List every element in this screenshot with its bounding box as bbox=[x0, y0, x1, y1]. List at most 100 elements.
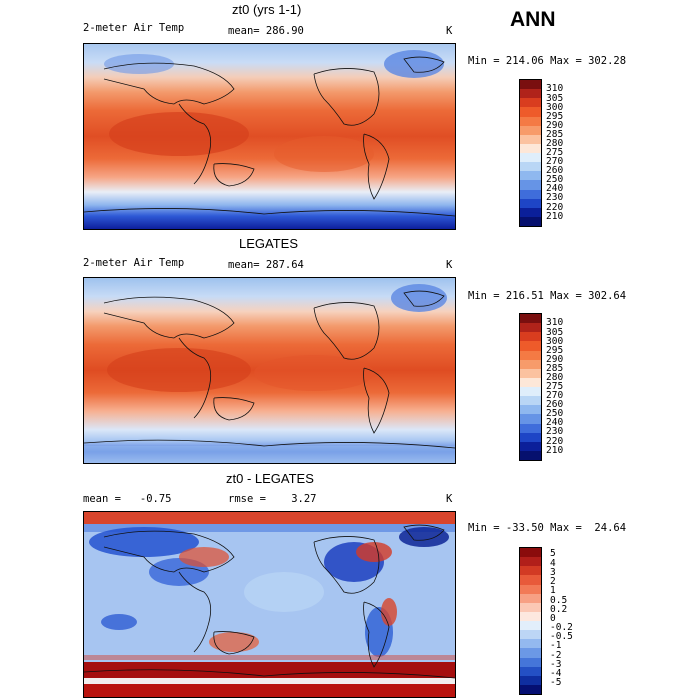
panel-1-cb-label: 210 bbox=[546, 211, 564, 222]
panel-1-cb-label: 280 bbox=[546, 138, 564, 149]
panel-1-cb-label: 260 bbox=[546, 165, 564, 176]
colorbar-swatch bbox=[520, 125, 541, 135]
panel-2-cb-label: 290 bbox=[546, 354, 564, 365]
colorbar-swatch bbox=[520, 450, 541, 460]
panel-3-cb-label: 0 bbox=[550, 613, 556, 624]
colorbar-swatch bbox=[520, 107, 541, 117]
colorbar-swatch bbox=[520, 153, 541, 163]
panel-3-cb-label: 0.2 bbox=[550, 604, 568, 615]
panel-3-rmse-label: rmse = 3.27 bbox=[228, 493, 317, 505]
colorbar-swatch bbox=[520, 405, 541, 415]
colorbar-swatch bbox=[520, 441, 541, 451]
panel-3-cb-label: -3 bbox=[550, 659, 562, 670]
colorbar-swatch bbox=[520, 134, 541, 144]
colorbar-swatch bbox=[520, 396, 541, 406]
panel-1-mean-label: mean= 286.90 bbox=[228, 25, 304, 37]
colorbar-swatch bbox=[520, 116, 541, 126]
panel-2-cb-label: 260 bbox=[546, 399, 564, 410]
panel-3-units-label: K bbox=[446, 493, 453, 505]
panel-2-cb-label: 285 bbox=[546, 363, 564, 374]
panel-1-minmax-label: Min = 214.06 Max = 302.28 bbox=[468, 55, 627, 67]
panel-1-cb-label: 240 bbox=[546, 183, 564, 194]
colorbar-swatch bbox=[520, 566, 541, 576]
panel-3-cb-label: 5 bbox=[550, 548, 556, 559]
colorbar-swatch bbox=[520, 198, 541, 208]
colorbar-swatch bbox=[520, 593, 541, 603]
colorbar-swatch bbox=[520, 314, 541, 324]
colorbar-swatch bbox=[520, 180, 541, 190]
colorbar-swatch bbox=[520, 207, 541, 217]
panel-1-cb-label: 300 bbox=[546, 102, 564, 113]
colorbar-swatch bbox=[520, 323, 541, 333]
panel-1-cb-label: 275 bbox=[546, 147, 564, 158]
panel-3-cb-label: 1 bbox=[550, 585, 556, 596]
colorbar-swatch bbox=[520, 423, 541, 433]
colorbar-swatch bbox=[520, 630, 541, 640]
colorbar-swatch bbox=[520, 98, 541, 108]
panel-3-colorbar bbox=[519, 547, 542, 695]
panel-1-cb-label: 290 bbox=[546, 120, 564, 131]
panel-1-cb-label: 220 bbox=[546, 202, 564, 213]
colorbar-swatch bbox=[520, 350, 541, 360]
panel-1-cb-label: 230 bbox=[546, 192, 564, 203]
panel-1-cb-label: 305 bbox=[546, 93, 564, 104]
colorbar-swatch bbox=[520, 548, 541, 558]
colorbar-swatch bbox=[520, 657, 541, 667]
colorbar-swatch bbox=[520, 162, 541, 172]
panel-2-units-label: K bbox=[446, 259, 453, 271]
panel-1-map bbox=[83, 43, 456, 230]
panel-3-cb-label: -0.2 bbox=[550, 622, 573, 633]
panel-2-cb-label: 275 bbox=[546, 381, 564, 392]
panel-3-cb-label: -5 bbox=[550, 677, 562, 688]
panel-1-cb-label: 285 bbox=[546, 129, 564, 140]
panel-3-cb-label: -1 bbox=[550, 640, 562, 651]
season-label: ANN bbox=[510, 8, 556, 31]
panel-2-cb-label: 240 bbox=[546, 417, 564, 428]
panel-1-title: zt0 (yrs 1-1) bbox=[232, 2, 302, 17]
panel-3-cb-label: 4 bbox=[550, 558, 556, 569]
colorbar-swatch bbox=[520, 575, 541, 585]
colorbar-swatch bbox=[520, 666, 541, 676]
panel-2-cb-label: 230 bbox=[546, 426, 564, 437]
panel-1-colorbar bbox=[519, 79, 542, 227]
colorbar-swatch bbox=[520, 332, 541, 342]
colorbar-swatch bbox=[520, 414, 541, 424]
panel-1-cb-label: 250 bbox=[546, 174, 564, 185]
panel-2-cb-label: 220 bbox=[546, 436, 564, 447]
colorbar-swatch bbox=[520, 216, 541, 226]
panel-2-cb-label: 310 bbox=[546, 317, 564, 328]
panel-2-map bbox=[83, 277, 456, 464]
colorbar-swatch bbox=[520, 584, 541, 594]
panel-2-mean-label: mean= 287.64 bbox=[228, 259, 304, 271]
panel-3-cb-label: -2 bbox=[550, 650, 562, 661]
colorbar-swatch bbox=[520, 432, 541, 442]
colorbar-swatch bbox=[520, 621, 541, 631]
panel-2-title: LEGATES bbox=[239, 236, 299, 251]
colorbar-swatch bbox=[520, 557, 541, 567]
panel-2-cb-label: 300 bbox=[546, 336, 564, 347]
colorbar-swatch bbox=[520, 684, 541, 694]
panel-3-mean-label: mean = -0.75 bbox=[83, 493, 172, 505]
colorbar-swatch bbox=[520, 80, 541, 90]
panel-3-cb-label: 2 bbox=[550, 576, 556, 587]
colorbar-swatch bbox=[520, 143, 541, 153]
panel-3-cb-label: 0.5 bbox=[550, 595, 568, 606]
panel-2-cb-label: 305 bbox=[546, 327, 564, 338]
colorbar-swatch bbox=[520, 189, 541, 199]
colorbar-swatch bbox=[520, 648, 541, 658]
panel-1-cb-label: 295 bbox=[546, 111, 564, 122]
panel-2-cb-label: 210 bbox=[546, 445, 564, 456]
panel-1-cb-label: 310 bbox=[546, 83, 564, 94]
panel-2-colorbar bbox=[519, 313, 542, 461]
panel-2-minmax-label: Min = 216.51 Max = 302.64 bbox=[468, 290, 627, 302]
panel-3-cb-label: -4 bbox=[550, 668, 562, 679]
panel-1-units-label: K bbox=[446, 25, 453, 37]
colorbar-swatch bbox=[520, 89, 541, 99]
panel-2-cb-label: 270 bbox=[546, 390, 564, 401]
panel-1-cb-label: 270 bbox=[546, 156, 564, 167]
panel-2-cb-label: 295 bbox=[546, 345, 564, 356]
panel-2-variable-label: 2-meter Air Temp bbox=[83, 257, 185, 269]
colorbar-swatch bbox=[520, 611, 541, 621]
panel-2-cb-label: 280 bbox=[546, 372, 564, 383]
panel-2-cb-label: 250 bbox=[546, 408, 564, 419]
